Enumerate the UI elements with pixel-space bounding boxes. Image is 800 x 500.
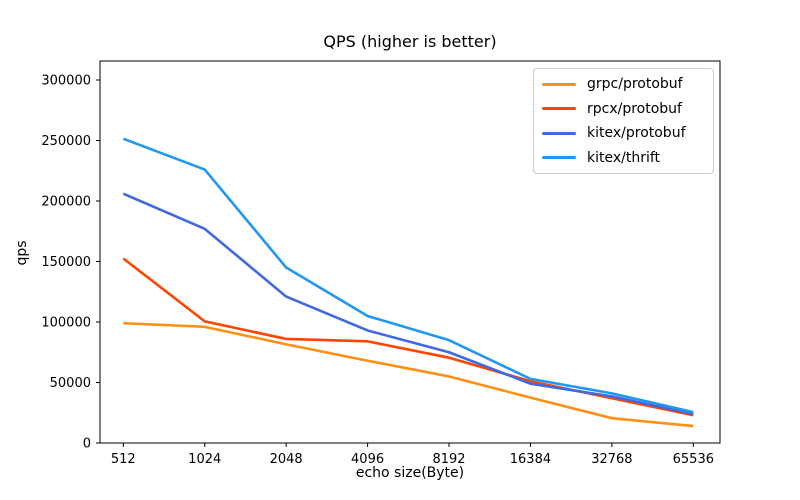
legend-item: kitex/protobuf	[534, 121, 713, 146]
legend-label: rpcx/protobuf	[587, 100, 682, 117]
x-tick-label: 8192	[432, 452, 465, 467]
chart-title: QPS (higher is better)	[323, 32, 497, 51]
legend-item: kitex/thrift	[534, 146, 713, 171]
y-tick-label: 300000	[41, 73, 91, 88]
y-tick-label: 0	[83, 437, 91, 452]
y-tick-label: 150000	[41, 255, 91, 270]
legend-label: grpc/protobuf	[587, 76, 683, 93]
x-tick-label: 4096	[351, 452, 384, 467]
series-line-kitex-protobuf	[122, 192, 694, 416]
series-line-grpc-protobuf	[123, 321, 694, 428]
x-axis-label: echo size(Byte)	[355, 465, 465, 481]
legend-label: kitex/protobuf	[587, 125, 686, 142]
legend-swatch-rpcx-protobuf	[542, 107, 576, 111]
legend-swatch-grpc-protobuf	[542, 82, 576, 86]
y-tick-label: 50000	[50, 376, 91, 391]
x-tick-label: 16384	[510, 452, 551, 467]
x-tick-label: 32768	[591, 452, 632, 467]
series-line-kitex-thrift	[122, 137, 694, 414]
x-tick-label: 512	[111, 452, 136, 467]
legend-item: rpcx/protobuf	[534, 97, 713, 122]
legend-item: grpc/protobuf	[534, 72, 713, 97]
y-tick-label: 200000	[41, 194, 91, 209]
y-tick-label: 250000	[41, 134, 91, 149]
x-tick-label: 1024	[188, 452, 221, 467]
y-tick-label: 100000	[41, 315, 91, 330]
x-tick-label: 65536	[673, 452, 714, 467]
legend: grpc/protobuf rpcx/protobuf kitex/protob…	[533, 68, 714, 174]
y-axis-label: qps	[14, 240, 30, 266]
legend-label: kitex/thrift	[587, 149, 661, 166]
x-tick-label: 2048	[270, 452, 303, 467]
legend-swatch-kitex-thrift	[542, 156, 576, 160]
legend-swatch-kitex-protobuf	[542, 131, 576, 135]
